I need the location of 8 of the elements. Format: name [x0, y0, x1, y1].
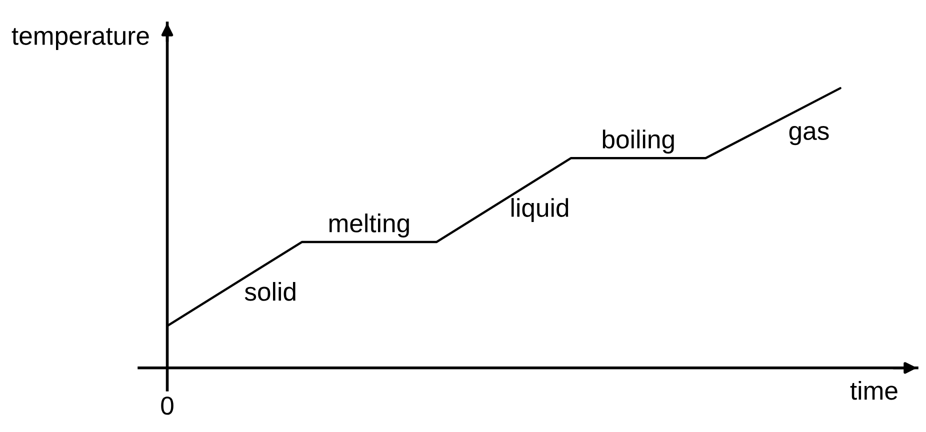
annotation: boiling — [602, 130, 674, 154]
y-axis-title: temperature — [12, 28, 149, 50]
annotation: solid — [244, 282, 296, 301]
annotation: gas — [789, 126, 829, 146]
text: 0 — [161, 396, 174, 415]
annotation: liquid — [512, 198, 568, 222]
annotation: melting — [329, 214, 409, 238]
x-axis-title: time — [850, 380, 898, 400]
